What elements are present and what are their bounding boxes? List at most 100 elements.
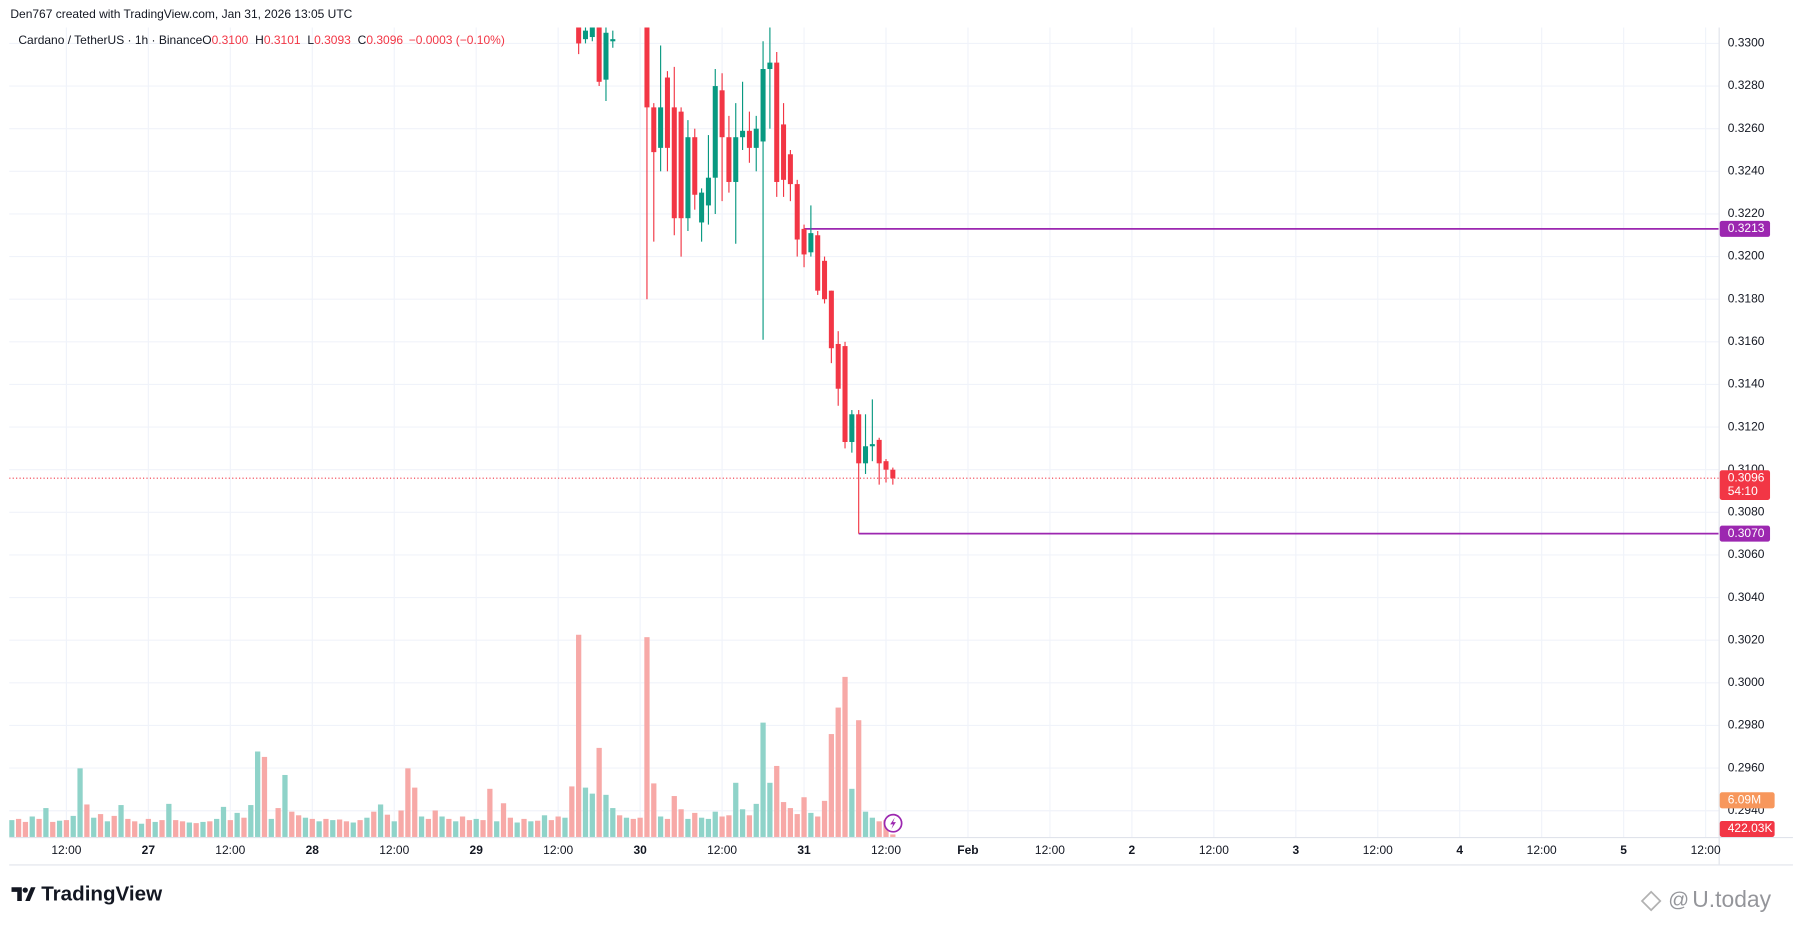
x-tick-label: 31 bbox=[797, 843, 811, 857]
x-tick-label: 12:00 bbox=[1691, 843, 1721, 857]
candle-body bbox=[644, 27, 650, 108]
tradingview-logo[interactable]: TradingView bbox=[11, 883, 164, 906]
volume-bar bbox=[234, 812, 240, 837]
volume-bar bbox=[535, 820, 541, 837]
volume-bar bbox=[671, 796, 677, 837]
candle-body bbox=[726, 137, 732, 182]
replay-icon[interactable] bbox=[883, 813, 903, 833]
volume-pane bbox=[9, 634, 896, 837]
ohlc-key: C bbox=[358, 33, 367, 47]
x-tick-label: 12:00 bbox=[1527, 843, 1557, 857]
price-label-box bbox=[1719, 470, 1771, 500]
volume-bar bbox=[43, 808, 49, 837]
volume-bar bbox=[323, 818, 329, 837]
x-tick-label: 12:00 bbox=[379, 843, 409, 857]
volume-bar bbox=[132, 821, 138, 837]
volume-bar bbox=[56, 820, 63, 837]
level-label: 0.3070 bbox=[1728, 526, 1765, 540]
volume-bar bbox=[767, 782, 773, 837]
volume-bar bbox=[214, 818, 220, 837]
volume-bar bbox=[801, 797, 807, 837]
volume-bar bbox=[377, 804, 384, 837]
volume-bar bbox=[719, 816, 725, 837]
volume-bar bbox=[391, 821, 397, 837]
x-tick-label: 12:00 bbox=[871, 843, 901, 857]
level-label-box bbox=[1719, 525, 1771, 542]
ohlc: O0.3100 H0.3101 L0.3093 C0.3096 bbox=[202, 33, 403, 47]
x-tick-label: 29 bbox=[470, 843, 484, 857]
volume-bar bbox=[603, 794, 609, 837]
volume-bar bbox=[282, 774, 288, 837]
candle-body bbox=[712, 86, 718, 178]
level-lines bbox=[9, 228, 1719, 535]
volume-bar bbox=[862, 811, 869, 837]
y-tick-label: 0.3280 bbox=[1728, 78, 1765, 92]
volume-bar bbox=[50, 821, 56, 837]
change: −0.0003 (−0.10%) bbox=[409, 33, 505, 47]
candle-body bbox=[692, 137, 698, 195]
x-tick-label: 4 bbox=[1456, 843, 1463, 857]
volume-bar bbox=[77, 768, 83, 837]
volume-bar bbox=[118, 805, 124, 837]
x-tick-label: 12:00 bbox=[215, 843, 245, 857]
volume-bar bbox=[576, 634, 582, 837]
volume-bar bbox=[739, 809, 746, 837]
volume-bar bbox=[418, 816, 425, 837]
volume-bar bbox=[371, 811, 377, 837]
x-tick-label: 12:00 bbox=[1199, 843, 1229, 857]
volume-bar bbox=[555, 816, 561, 837]
volume-bar bbox=[630, 818, 636, 837]
ohlc-key: L bbox=[307, 33, 314, 47]
y-tick-label: 0.3080 bbox=[1728, 505, 1765, 519]
volume-bar bbox=[173, 820, 179, 837]
volume-bar bbox=[309, 818, 315, 837]
ohlc-value: 0.3100 bbox=[212, 33, 249, 47]
volume-bar bbox=[657, 816, 664, 837]
logo-text: TradingView bbox=[41, 883, 163, 906]
x-tick-label: 3 bbox=[1292, 843, 1299, 857]
candle-body bbox=[835, 343, 841, 389]
grid bbox=[9, 27, 1719, 837]
candle-body bbox=[774, 62, 780, 182]
volume-bar bbox=[432, 810, 438, 837]
x-tick-label: 28 bbox=[306, 843, 320, 857]
candle-body bbox=[876, 439, 882, 464]
volume-bar bbox=[125, 818, 131, 837]
volume-bar bbox=[821, 800, 828, 837]
watermark-text: U.today bbox=[1692, 886, 1771, 912]
y-tick-label: 0.3040 bbox=[1728, 590, 1765, 604]
volume-bar bbox=[582, 787, 589, 837]
volume-bar bbox=[569, 786, 575, 837]
volume-bar bbox=[275, 808, 281, 837]
volume-bar bbox=[104, 821, 111, 837]
y-tick-label: 0.3260 bbox=[1728, 121, 1765, 135]
volume-bar bbox=[623, 817, 630, 837]
volume-bar bbox=[261, 756, 268, 837]
candle-body bbox=[842, 346, 848, 443]
volume-bar bbox=[166, 803, 172, 837]
candle-body bbox=[801, 228, 807, 255]
y-tick-label: 0.2960 bbox=[1728, 760, 1765, 774]
candle-body bbox=[664, 77, 670, 148]
price-label: 0.3096 bbox=[1728, 470, 1765, 484]
volume-bar bbox=[220, 806, 227, 837]
volume-bar bbox=[794, 814, 800, 837]
candle-body bbox=[740, 130, 746, 138]
volume-bar bbox=[241, 817, 247, 837]
volume-bar bbox=[698, 817, 705, 837]
candle-body bbox=[883, 461, 889, 470]
candle-body bbox=[815, 235, 821, 291]
volume-bar bbox=[268, 818, 274, 837]
candle-body bbox=[767, 62, 773, 70]
volume-bar bbox=[22, 821, 29, 837]
candle-body bbox=[603, 32, 609, 80]
y-tick-label: 0.3180 bbox=[1728, 291, 1765, 305]
volume-bar bbox=[562, 817, 568, 837]
x-tick-label: 2 bbox=[1129, 843, 1136, 857]
volume-bar bbox=[186, 822, 192, 837]
volume-bar bbox=[412, 787, 418, 837]
volume-bar bbox=[159, 820, 165, 837]
volume-bar bbox=[316, 821, 322, 837]
y-tick-label: 0.3240 bbox=[1728, 163, 1765, 177]
y-tick-label: 0.3120 bbox=[1728, 419, 1765, 433]
